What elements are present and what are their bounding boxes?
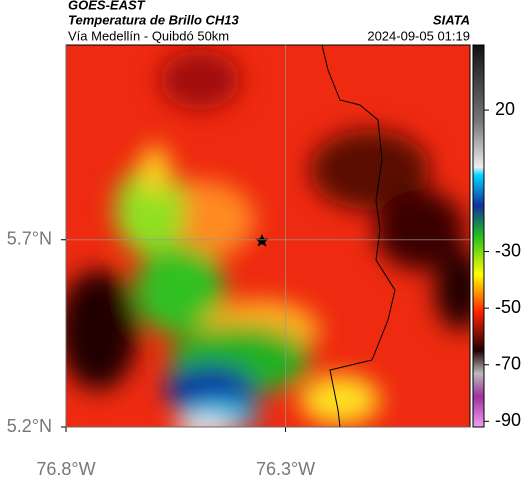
- colorbar: [472, 44, 485, 428]
- colorbar-tick-label: -50: [495, 297, 521, 317]
- colorbar-tick-label: -70: [495, 353, 521, 373]
- x-tick-label: 76.8°W: [36, 459, 95, 479]
- map-image: [66, 45, 470, 427]
- colorbar-tick-label: -30: [495, 240, 521, 260]
- timestamp: 2024-09-05 01:19: [367, 28, 470, 43]
- y-tick-label: 5.7°N: [7, 228, 52, 248]
- title: GOES-EAST: [68, 0, 146, 12]
- subtitle: Temperatura de Brillo CH13: [68, 12, 240, 27]
- colorbar-tick-label: -90: [495, 410, 521, 430]
- region: Vía Medellín - Quibdó 50km: [68, 28, 229, 43]
- source: SIATA: [433, 12, 470, 27]
- colorbar-tick-label: 20: [495, 99, 515, 119]
- y-tick-label: 5.2°N: [7, 416, 52, 436]
- x-tick-label: 76.3°W: [256, 459, 315, 479]
